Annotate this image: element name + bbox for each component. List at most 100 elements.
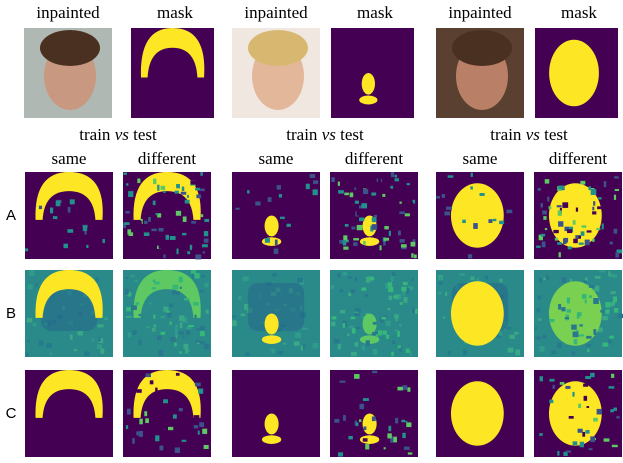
speckle: [191, 270, 196, 274]
speckle: [541, 203, 543, 207]
speckle: [340, 381, 346, 383]
speckle: [183, 216, 187, 221]
speckle: [470, 276, 474, 280]
speckle: [572, 392, 574, 397]
speckle: [200, 341, 205, 344]
speckle: [462, 220, 466, 223]
speckle: [583, 384, 588, 387]
speckle: [83, 225, 87, 231]
speckle: [557, 205, 562, 207]
speckle: [188, 325, 194, 327]
speckle: [443, 317, 446, 319]
speckle: [592, 172, 597, 176]
speckle: [546, 276, 549, 280]
speckle: [33, 323, 37, 327]
speckle: [200, 331, 205, 336]
speckle: [402, 427, 405, 430]
speckle: [130, 275, 134, 277]
speckle: [596, 228, 600, 230]
speckle: [580, 181, 585, 185]
hair: [452, 30, 512, 66]
blob: [265, 414, 279, 435]
speckle: [342, 323, 345, 328]
speckle: [192, 248, 198, 253]
speckle: [358, 383, 362, 387]
speckle: [614, 195, 616, 200]
speckle: [338, 190, 344, 193]
speckle: [509, 335, 514, 339]
speckle: [181, 247, 184, 250]
speckle: [124, 222, 130, 225]
speckle: [615, 439, 618, 444]
speckle: [573, 239, 578, 244]
text-part: test: [133, 125, 157, 144]
speckle: [604, 438, 610, 441]
speckle: [398, 231, 401, 236]
speckle: [391, 352, 394, 356]
blob: [262, 335, 281, 344]
heatmap: [330, 370, 418, 457]
speckle: [330, 252, 335, 257]
speckle: [126, 307, 131, 311]
speckle: [355, 313, 360, 315]
heatmap: [534, 370, 622, 457]
speckle: [579, 236, 581, 239]
speckle: [597, 409, 602, 415]
speckle: [576, 208, 578, 212]
speckle: [195, 315, 197, 318]
speckle: [182, 187, 184, 192]
speckle: [155, 435, 159, 441]
speckle: [303, 344, 305, 347]
speckle: [200, 172, 203, 176]
speckle: [400, 239, 405, 243]
speckle: [403, 282, 408, 285]
speckle: [373, 349, 378, 355]
speckle: [153, 201, 156, 206]
comparison-header: train vs test: [286, 125, 364, 144]
speckle: [616, 416, 619, 418]
speckle: [295, 333, 301, 338]
speckle: [182, 440, 187, 442]
inpainted-image: [232, 28, 320, 118]
speckle: [36, 283, 38, 287]
speckle: [173, 414, 177, 418]
speckle: [347, 334, 349, 336]
speckle: [538, 318, 541, 320]
speckle: [407, 183, 410, 185]
speckle: [582, 225, 587, 227]
speckle: [593, 329, 596, 335]
speckle: [402, 385, 407, 390]
speckle: [170, 419, 172, 422]
speckle: [176, 211, 181, 216]
speckle: [442, 194, 445, 198]
speckle: [558, 304, 561, 310]
speckle: [448, 175, 454, 178]
speckle: [131, 305, 137, 310]
speckle: [591, 189, 597, 195]
speckle: [195, 383, 201, 387]
speckle: [343, 272, 347, 276]
speckle: [134, 280, 138, 282]
speckle: [615, 252, 619, 257]
speckle: [602, 220, 606, 222]
speckle: [459, 273, 464, 276]
speckle: [411, 242, 416, 247]
speckle: [373, 322, 377, 325]
speckle: [542, 210, 547, 214]
speckle: [561, 307, 565, 311]
heatmap: [25, 172, 113, 259]
speckle: [204, 238, 209, 242]
speckle: [144, 221, 147, 224]
speckle: [204, 445, 209, 449]
speckle: [572, 352, 576, 356]
speckle: [401, 287, 406, 292]
speckle: [566, 450, 571, 452]
speckle: [579, 324, 582, 326]
speckle: [194, 273, 199, 278]
speckle: [153, 315, 155, 319]
speckle: [557, 343, 561, 348]
speckle: [602, 343, 608, 347]
speckle: [25, 248, 28, 251]
speckle: [179, 331, 184, 335]
speckle: [146, 326, 150, 328]
